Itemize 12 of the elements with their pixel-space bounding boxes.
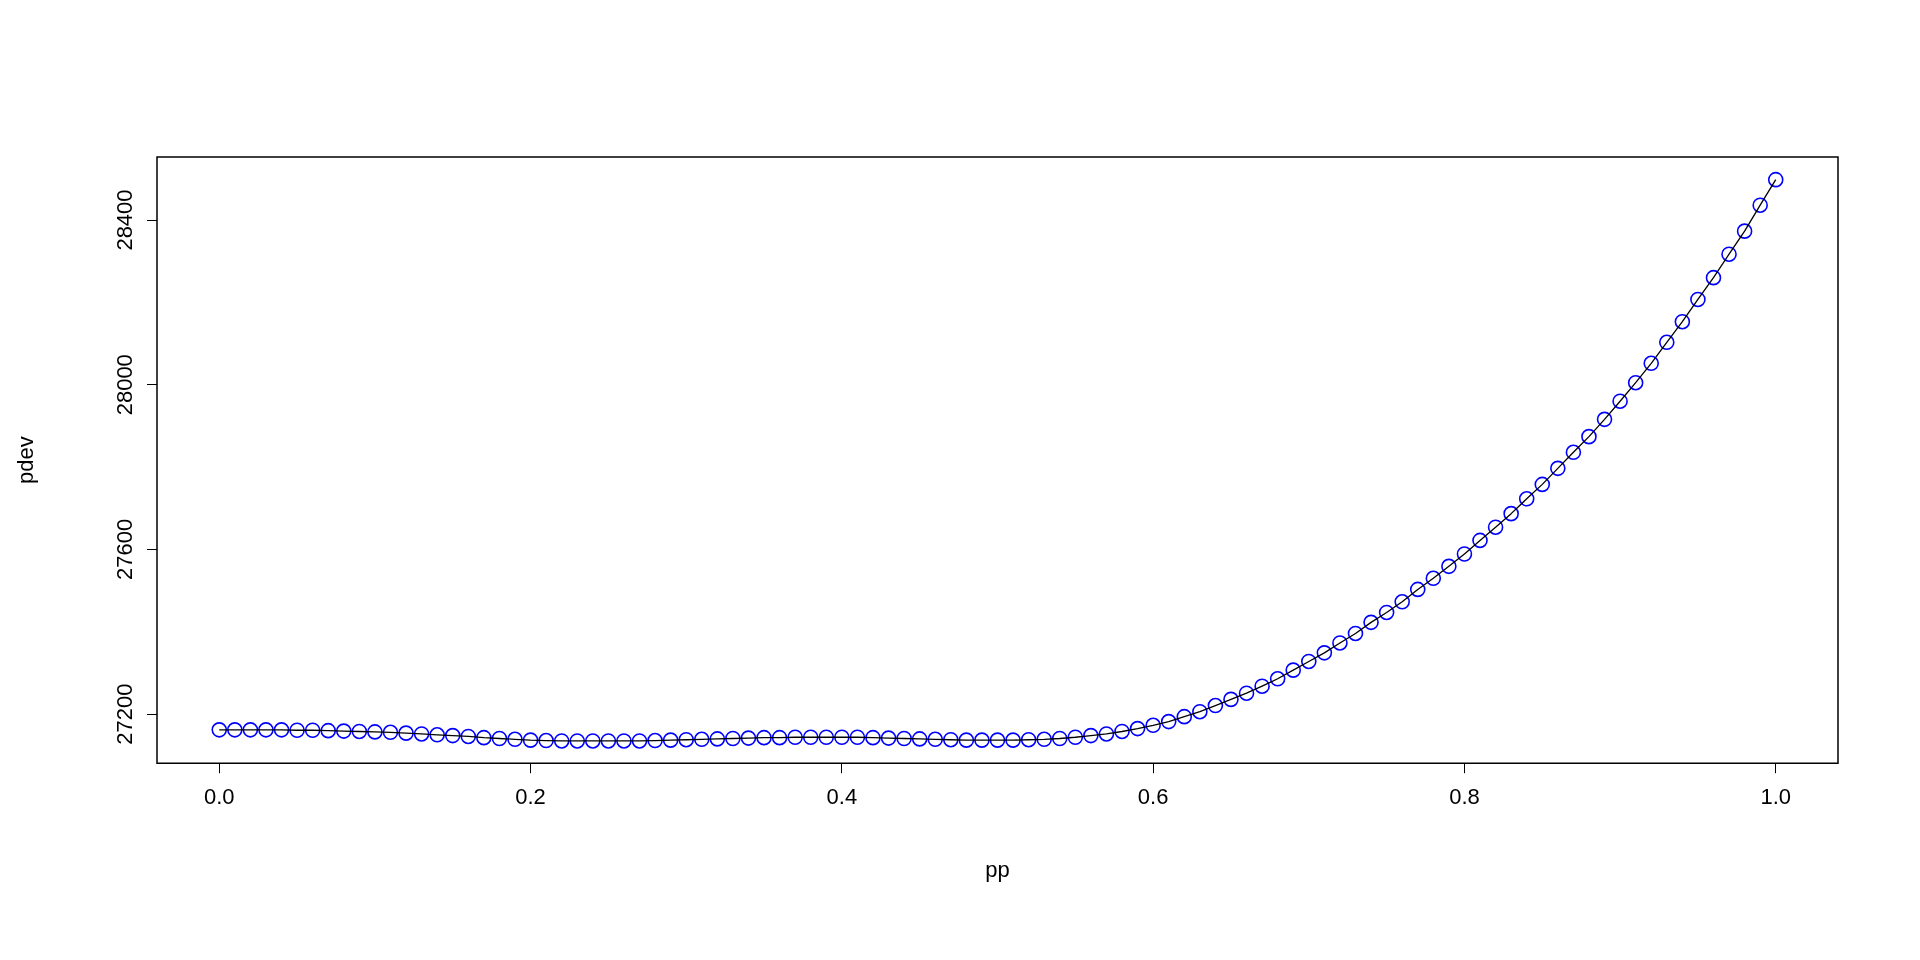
x-tick-label: 0.8 — [1449, 784, 1480, 810]
y-tick-label: 27600 — [112, 518, 138, 581]
x-tick-label: 0.0 — [203, 784, 235, 810]
x-tick-label: 0.6 — [1137, 784, 1169, 810]
x-tick-label: 0.2 — [515, 784, 546, 810]
y-axis-title: pdev — [13, 436, 39, 484]
x-tick-label: 1.0 — [1760, 784, 1792, 810]
y-tick-label: 27200 — [112, 683, 138, 745]
y-tick-label: 28000 — [112, 354, 138, 416]
x-axis-title: pp — [985, 856, 1010, 882]
y-tick-label: 28400 — [112, 189, 138, 251]
x-tick-label: 0.4 — [826, 784, 858, 810]
